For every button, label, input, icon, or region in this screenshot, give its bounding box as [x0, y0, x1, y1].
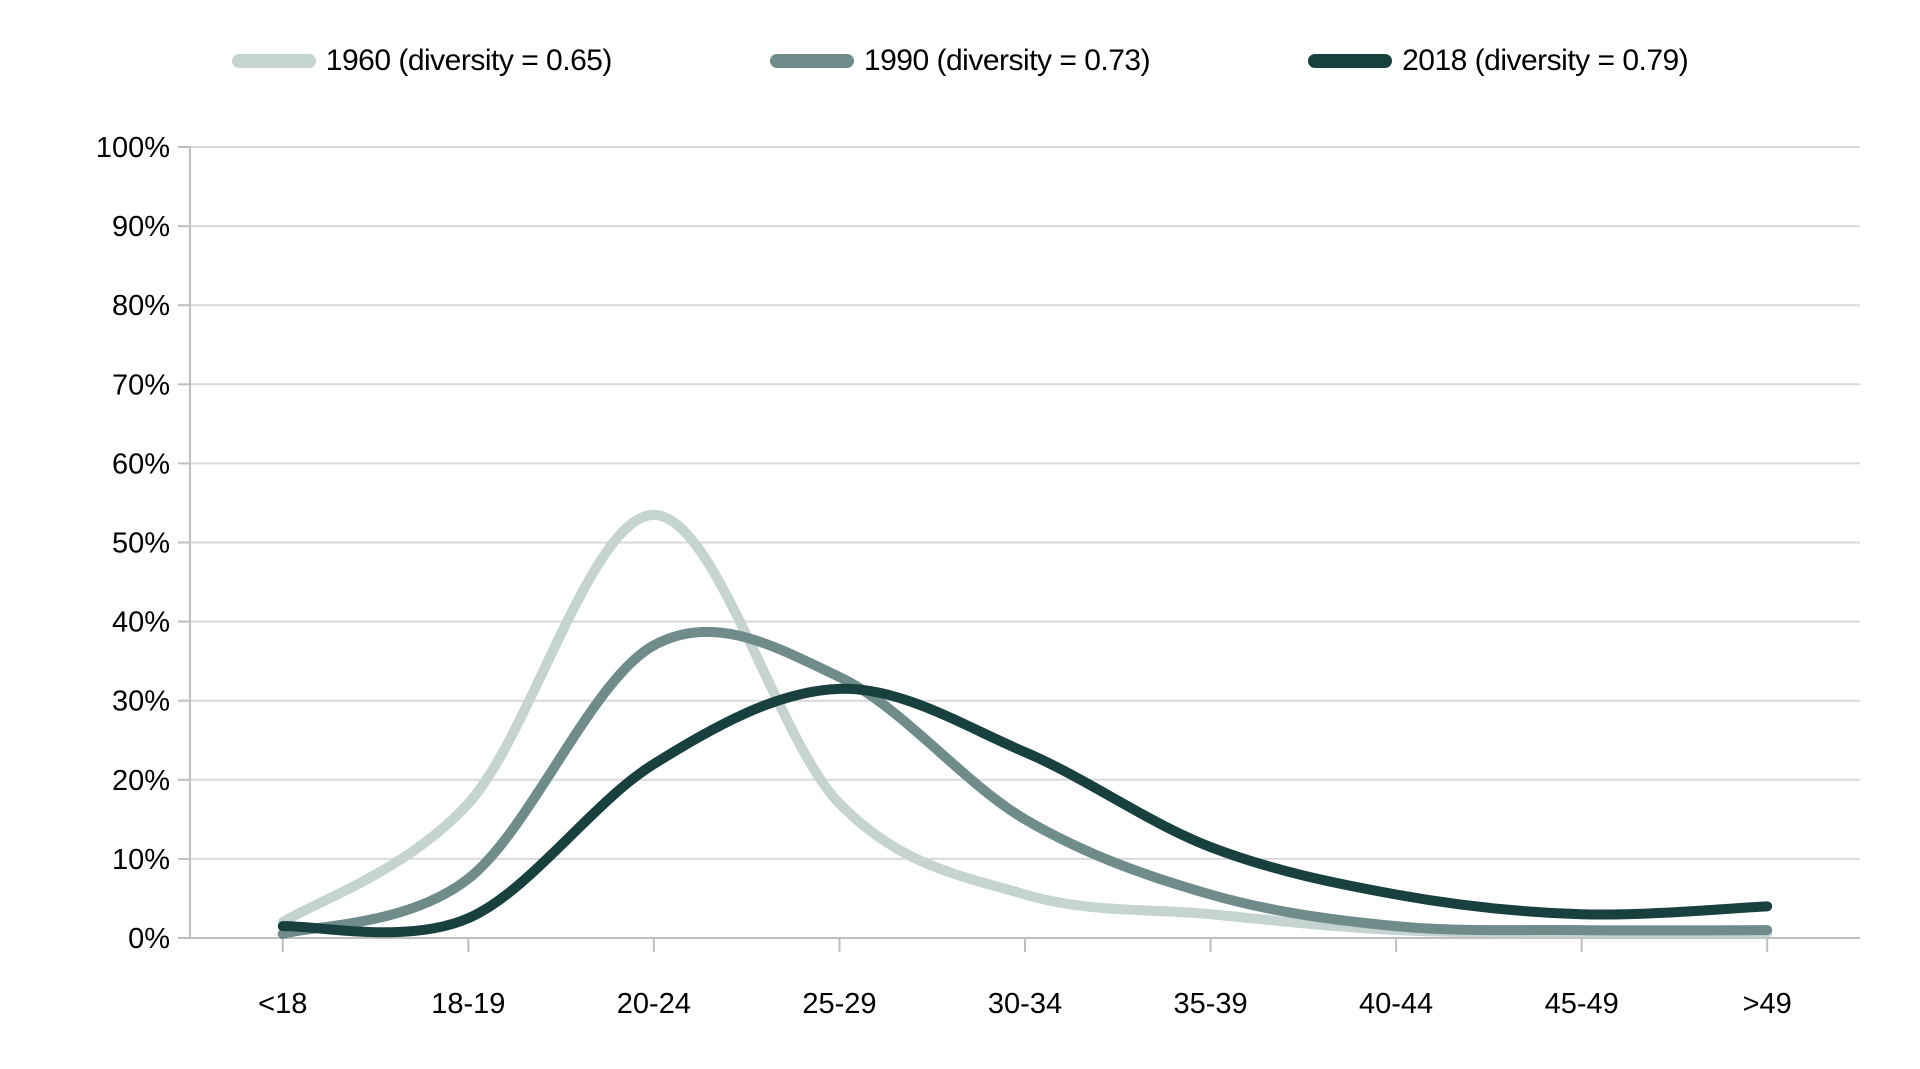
x-axis-label: 25-29 [802, 988, 876, 1020]
x-axis-label: 45-49 [1545, 988, 1619, 1020]
x-axis-label: 40-44 [1359, 988, 1433, 1020]
y-axis-label: 20% [112, 765, 170, 797]
y-axis-label: 70% [112, 369, 170, 401]
y-axis-label: 90% [112, 211, 170, 243]
x-axis-label: 18-19 [431, 988, 505, 1020]
y-axis-label: 10% [112, 844, 170, 876]
y-axis-label: 0% [128, 923, 170, 955]
x-axis-label: >49 [1743, 988, 1792, 1020]
x-axis-label: 35-39 [1173, 988, 1247, 1020]
y-axis-label: 60% [112, 448, 170, 480]
x-axis-label: 30-34 [988, 988, 1062, 1020]
x-axis-label: 20-24 [617, 988, 691, 1020]
y-axis-label: 50% [112, 528, 170, 560]
series-line-1960 [277, 509, 1773, 938]
y-axis-label: 40% [112, 607, 170, 639]
y-axis-label: 100% [96, 132, 170, 164]
y-axis-label: 80% [112, 290, 170, 322]
series-line-2018 [277, 683, 1773, 938]
y-axis-label: 30% [112, 686, 170, 718]
series-line-1990 [277, 626, 1773, 940]
x-axis-label: <18 [258, 988, 307, 1020]
